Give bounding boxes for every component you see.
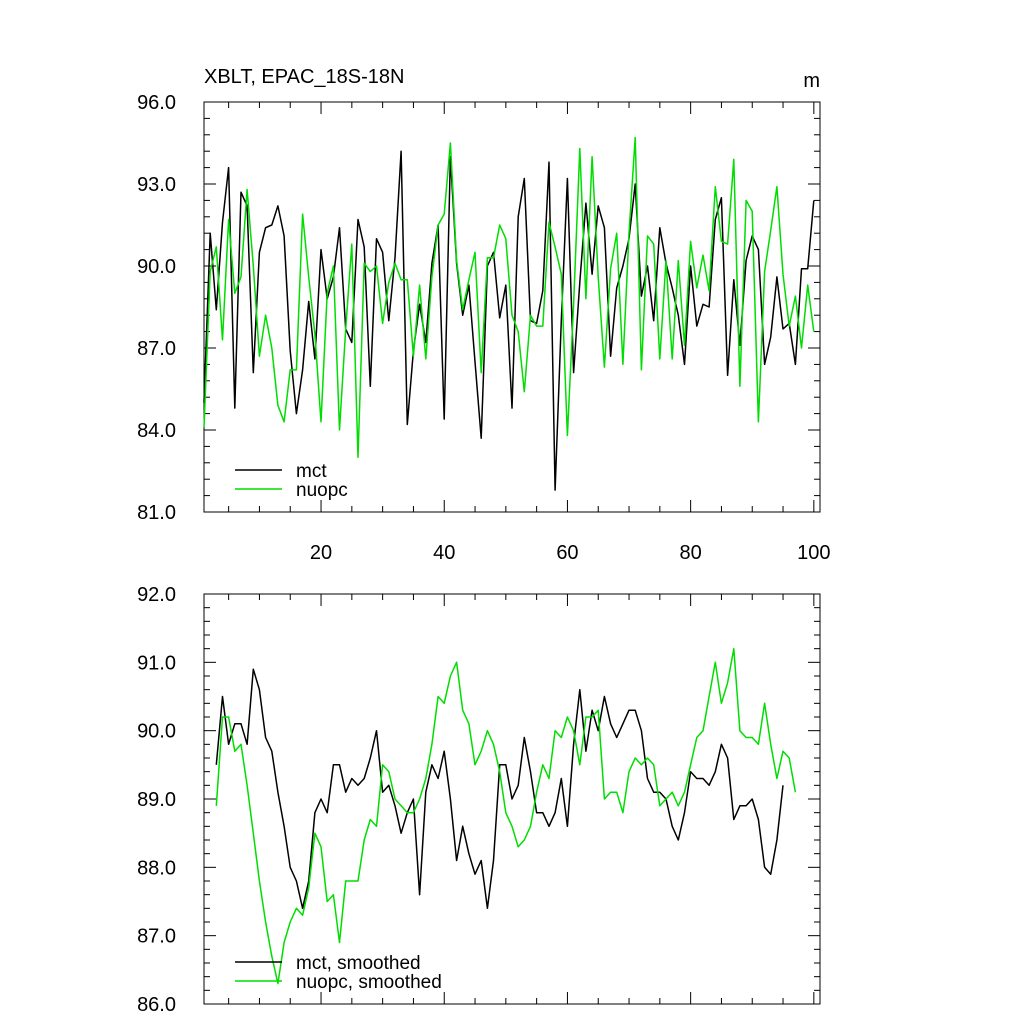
plot-frame bbox=[203, 101, 821, 513]
x-tick-labels: 20 40 60 80 100 bbox=[310, 542, 831, 564]
legend-label-mct: mct bbox=[296, 461, 327, 482]
legend: mct, smoothed nuopc, smoothed bbox=[235, 953, 442, 993]
y-tick-label: 87.0 bbox=[137, 926, 176, 948]
legend-label-nuopc-smoothed: nuopc, smoothed bbox=[296, 972, 442, 993]
y-tick-labels: 86.0 87.0 88.0 89.0 90.0 91.0 92.0 bbox=[137, 584, 176, 1016]
y-tick-label: 87.0 bbox=[137, 338, 176, 360]
y-tick-labels: 81.0 84.0 87.0 90.0 93.0 96.0 bbox=[137, 92, 176, 524]
y-tick-label: 93.0 bbox=[137, 174, 176, 196]
y-tick-label: 81.0 bbox=[137, 502, 176, 524]
y-tick-label: 89.0 bbox=[137, 789, 176, 811]
x-tick-label: 100 bbox=[797, 542, 830, 564]
series-line-nuopc-smoothed bbox=[215, 647, 797, 985]
y-tick-label: 96.0 bbox=[137, 92, 176, 114]
series-lines bbox=[203, 136, 815, 491]
top-panel: XBLT, EPAC_18S-18N m 81.0 84.0 87.0 90.0 93.… bbox=[137, 66, 830, 564]
x-tick-label: 40 bbox=[433, 542, 455, 564]
y-tick-label: 84.0 bbox=[137, 420, 176, 442]
y-tick-label: 88.0 bbox=[137, 857, 176, 879]
x-tick-label: 80 bbox=[680, 542, 702, 564]
series-lines bbox=[215, 647, 797, 985]
bottom-panel: 86.0 87.0 88.0 89.0 90.0 91.0 92.0 mct, smooth… bbox=[137, 584, 821, 1016]
y-tick-label: 90.0 bbox=[137, 256, 176, 278]
series-line-mct-smoothed bbox=[215, 668, 784, 910]
series-line-nuopc bbox=[203, 136, 815, 459]
y-tick-label: 92.0 bbox=[137, 584, 176, 606]
units-label: m bbox=[803, 70, 820, 92]
y-tick-label: 90.0 bbox=[137, 721, 176, 743]
series-line-mct bbox=[203, 150, 815, 491]
chart-title: XBLT, EPAC_18S-18N bbox=[204, 66, 404, 88]
x-tick-label: 20 bbox=[310, 542, 332, 564]
axis-ticks bbox=[204, 593, 820, 1005]
legend: mct nuopc bbox=[235, 461, 348, 501]
axis-ticks bbox=[204, 101, 820, 513]
y-tick-label: 86.0 bbox=[137, 994, 176, 1016]
legend-label-mct-smoothed: mct, smoothed bbox=[296, 953, 421, 974]
legend-label-nuopc: nuopc bbox=[296, 480, 348, 501]
x-tick-label: 60 bbox=[556, 542, 578, 564]
y-tick-label: 91.0 bbox=[137, 652, 176, 674]
